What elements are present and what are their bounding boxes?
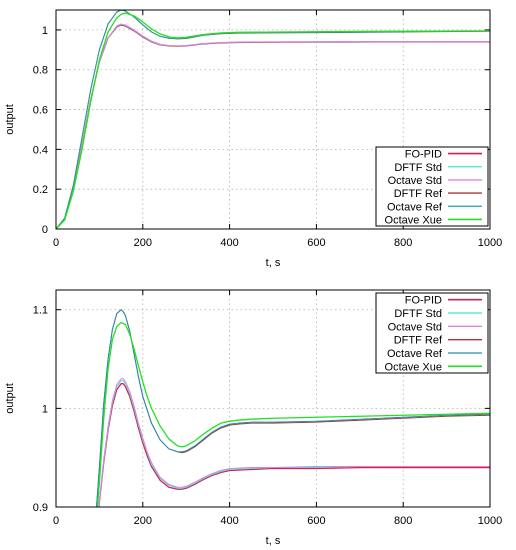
x-axis-label: t, s [266,535,281,547]
legend-label: Octave Ref [387,201,443,213]
plot-frame [55,289,491,508]
x-tick-label: 1000 [478,237,502,249]
series-line-dftf-std [98,380,490,507]
x-tick-label: 200 [134,515,152,527]
y-tick-label: 0.4 [33,144,48,156]
x-tick-label: 0 [53,515,59,527]
y-tick-label: 0.2 [33,184,48,196]
legend-box [375,146,489,227]
legend-label: DFTF Std [394,162,442,174]
legend-label: FO-PID [405,295,442,307]
x-tick-label: 600 [307,515,325,527]
x-tick-label: 1000 [478,515,502,527]
series-line-octave-ref [96,309,490,507]
plot-frame [55,9,491,230]
x-axis-label: t, s [266,257,281,269]
legend-label: FO-PID [405,149,442,161]
series-line-octave-std [98,378,490,507]
y-tick-label: 0.9 [33,502,48,514]
series-group [56,10,490,229]
legend-label: DFTF Ref [394,335,443,347]
x-tick-label: 0 [53,237,59,249]
legend-label: DFTF Ref [394,188,443,200]
series-line-octave-xue [56,12,490,229]
chart-panel-1: 0 200 400 600 800 1000 0 0.2 0.4 0.6 0.8 1 t, s outpu… [4,9,502,269]
y-axis-label: output [4,383,16,414]
series-group [96,309,490,507]
y-tick-label: 1 [42,25,48,37]
x-tick-label: 400 [220,515,238,527]
legend-box [375,292,489,374]
legend-label: Octave Ref [387,348,443,360]
series-line-fo-pid [98,383,490,507]
y-axis-label: output [4,104,16,135]
y-tick-label: 0.8 [33,65,48,77]
legend-label: Octave Xue [385,361,442,373]
x-tick-label: 800 [394,515,412,527]
chart-panel-2: 0 200 400 600 800 1000 0.9 1 1.1 t, s output FO-PID… [4,289,502,547]
x-tick-label: 400 [220,237,238,249]
legend-label: Octave Std [388,175,442,187]
legend-label: Octave Xue [385,214,442,226]
y-tick-label: 0 [42,224,48,236]
y-tick-label: 1 [42,403,48,415]
x-tick-label: 800 [394,237,412,249]
y-tick-label: 1.1 [33,305,48,317]
series-line-octave-xue [96,321,490,507]
legend-label: Octave Std [388,321,442,333]
y-tick-label: 0.6 [33,105,48,117]
legend-label: DFTF Std [394,308,442,320]
x-tick-label: 600 [307,237,325,249]
x-tick-label: 200 [134,237,152,249]
